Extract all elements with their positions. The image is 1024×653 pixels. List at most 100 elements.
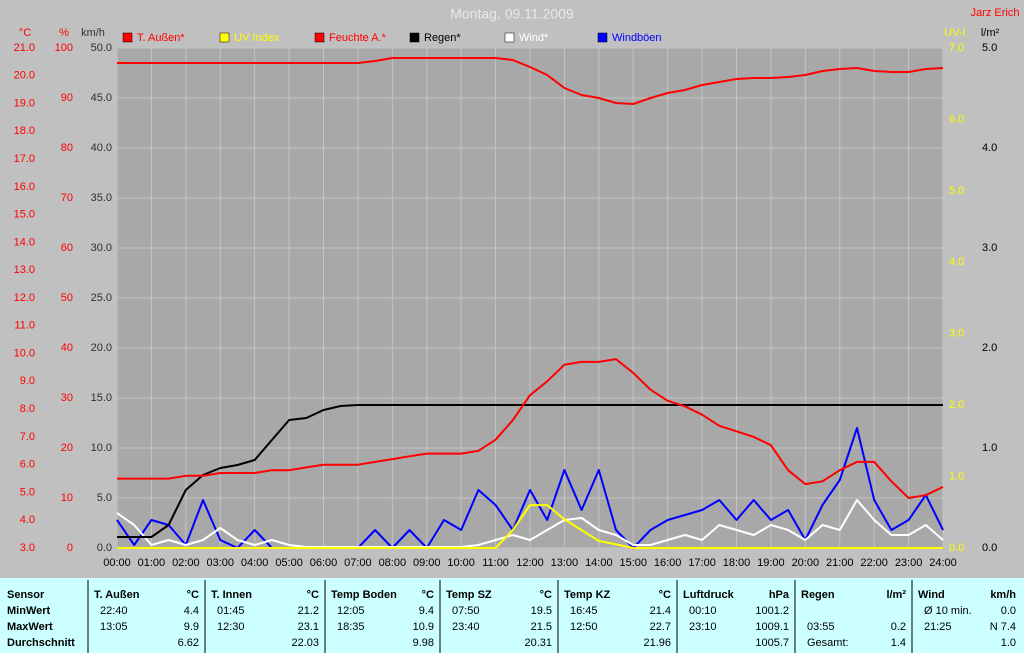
- y-tick-label: 10: [61, 492, 73, 504]
- x-tick-label: 11:00: [482, 557, 509, 569]
- row-label: MaxWert: [7, 621, 53, 633]
- y-tick-label: 17.0: [14, 153, 35, 165]
- axis-title: l/m²: [981, 27, 1000, 39]
- series-line: [117, 404, 943, 538]
- y-tick-label: 30.0: [91, 242, 112, 254]
- y-tick-label: 20.0: [14, 70, 35, 82]
- x-tick-label: 22:00: [860, 557, 888, 569]
- x-tick-label: 06:00: [310, 557, 338, 569]
- y-tick-label: 6.0: [949, 113, 964, 125]
- y-tick-label: 40.0: [91, 142, 112, 154]
- cell-value: 4.4: [184, 605, 199, 617]
- column-unit: hPa: [769, 589, 790, 601]
- cell-value: 22.7: [650, 621, 671, 633]
- x-tick-label: 23:00: [895, 557, 923, 569]
- x-tick-label: 24:00: [929, 557, 957, 569]
- x-tick-label: 04:00: [241, 557, 269, 569]
- y-tick-label: 100: [55, 42, 73, 54]
- chart-title: Montag, 09.11.2009: [450, 6, 574, 22]
- x-tick-label: 15:00: [619, 557, 647, 569]
- cell-time: 18:35: [337, 621, 365, 633]
- cell-time: 21:25: [924, 621, 952, 633]
- y-tick-label: 10.0: [91, 442, 112, 454]
- y-tick-label: 19.0: [14, 97, 35, 109]
- x-tick-label: 00:00: [103, 557, 131, 569]
- legend-swatch: [597, 32, 608, 43]
- author: Jarz Erich: [971, 7, 1020, 19]
- column-header: T. Innen: [211, 589, 252, 601]
- axis-title: %: [59, 27, 69, 39]
- y-tick-label: 0.0: [97, 542, 112, 554]
- y-tick-label: 4.0: [982, 142, 997, 154]
- y-tick-label: 9.0: [20, 375, 35, 387]
- x-tick-label: 16:00: [654, 557, 682, 569]
- x-tick-label: 13:00: [551, 557, 579, 569]
- axis-title: UV-I: [944, 27, 965, 39]
- x-tick-label: 01:00: [138, 557, 166, 569]
- cell-value: 6.62: [178, 637, 199, 649]
- y-tick-label: 80: [61, 142, 73, 154]
- legend-label: T. Außen*: [137, 32, 185, 44]
- x-tick-label: 02:00: [172, 557, 200, 569]
- x-tick-label: 20:00: [792, 557, 820, 569]
- cell-time: 23:40: [452, 621, 480, 633]
- legend-label: Feuchte A.*: [329, 32, 387, 44]
- y-tick-label: 6.0: [20, 459, 35, 471]
- header-label: Sensor: [7, 589, 45, 601]
- cell-value: 19.5: [531, 605, 552, 617]
- column-header: Temp Boden: [331, 589, 397, 601]
- x-tick-label: 09:00: [413, 557, 441, 569]
- cell-value: 21.2: [298, 605, 319, 617]
- y-tick-label: 2.0: [949, 399, 964, 411]
- y-tick-label: 16.0: [14, 181, 35, 193]
- legend-label: Regen*: [424, 32, 461, 44]
- cell-value: 21.96: [643, 637, 671, 649]
- y-tick-label: 21.0: [14, 42, 35, 54]
- legend-label: Windböen: [612, 32, 662, 44]
- y-tick-label: 5.0: [982, 42, 997, 54]
- x-tick-label: 08:00: [379, 557, 407, 569]
- x-tick-label: 05:00: [275, 557, 303, 569]
- x-tick-label: 12:00: [516, 557, 544, 569]
- cell-time: Gesamt:: [807, 637, 849, 649]
- cell-value: 0.0: [1001, 605, 1016, 617]
- column-unit: km/h: [990, 589, 1016, 601]
- legend-swatch: [409, 32, 420, 43]
- y-tick-label: 60: [61, 242, 73, 254]
- legend-swatch: [219, 32, 230, 43]
- series-line: [116, 499, 944, 548]
- cell-time: 22:40: [100, 605, 128, 617]
- x-tick-label: 21:00: [826, 557, 854, 569]
- cell-value: 1.0: [1001, 637, 1016, 649]
- x-tick-label: 19:00: [757, 557, 785, 569]
- column-header: Wind: [918, 589, 945, 601]
- column-header: Temp SZ: [446, 589, 492, 601]
- cell-value: 23.1: [298, 621, 319, 633]
- x-tick-label: 10:00: [447, 557, 475, 569]
- cell-value: 1001.2: [755, 605, 789, 617]
- legend-label: Wind*: [519, 32, 549, 44]
- cell-time: 01:45: [217, 605, 245, 617]
- column-unit: °C: [540, 589, 552, 601]
- y-tick-label: 18.0: [14, 125, 35, 137]
- column-header: Temp KZ: [564, 589, 611, 601]
- y-tick-label: 7.0: [20, 431, 35, 443]
- y-tick-label: 13.0: [14, 264, 35, 276]
- cell-value: 1005.7: [755, 637, 789, 649]
- y-tick-label: 8.0: [20, 403, 35, 415]
- cell-value: 10.9: [413, 621, 434, 633]
- y-tick-label: 12.0: [14, 292, 35, 304]
- y-tick-label: 45.0: [91, 92, 112, 104]
- legend-swatch: [504, 32, 515, 43]
- x-tick-label: 18:00: [723, 557, 751, 569]
- column-unit: °C: [422, 589, 434, 601]
- y-tick-label: 0.0: [949, 542, 964, 554]
- cell-value: 9.4: [419, 605, 434, 617]
- y-tick-label: 15.0: [14, 209, 35, 221]
- y-tick-label: 50: [61, 292, 73, 304]
- row-label: Durchschnitt: [7, 637, 75, 649]
- cell-value: 9.98: [413, 637, 434, 649]
- cell-time: Ø 10 min.: [924, 605, 972, 617]
- y-tick-label: 10.0: [14, 347, 35, 359]
